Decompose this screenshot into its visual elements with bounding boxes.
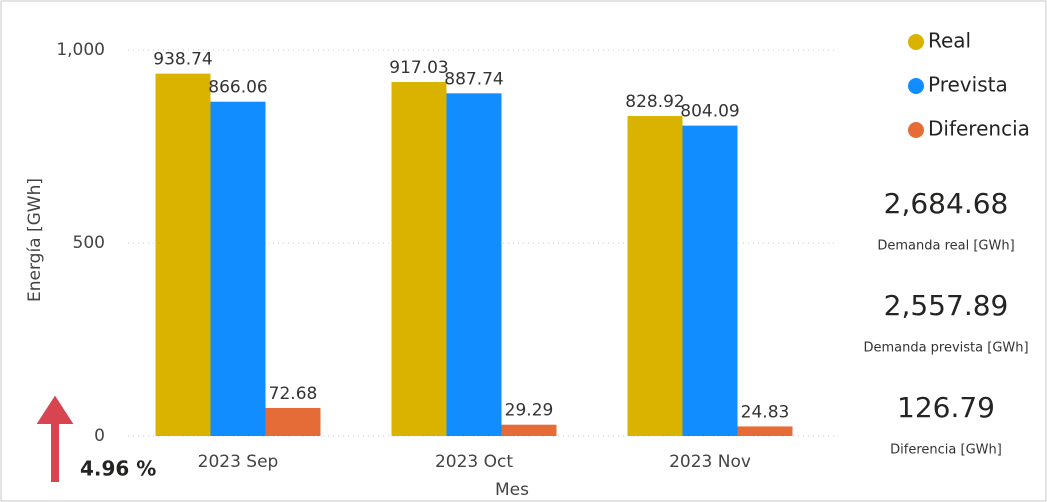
value-label: 804.09 xyxy=(680,102,739,122)
legend-label: Prevista xyxy=(928,73,1008,97)
kpi-value: 126.79 xyxy=(897,391,995,424)
legend-marker xyxy=(908,122,924,138)
bar xyxy=(682,125,738,436)
kpi-value: 2,684.68 xyxy=(884,187,1009,220)
x-tick-label: 2023 Nov xyxy=(669,452,751,472)
kpi-value: 2,557.89 xyxy=(884,289,1009,322)
x-tick-label: 2023 Sep xyxy=(198,452,279,472)
value-label: 72.68 xyxy=(269,384,318,404)
value-label: 24.83 xyxy=(741,402,790,422)
bar xyxy=(210,101,266,437)
bar xyxy=(501,424,557,436)
kpi-label: Demanda prevista [GWh] xyxy=(863,341,1028,356)
kpi-label: Diferencia [GWh] xyxy=(890,443,1002,458)
bar xyxy=(155,73,211,436)
change-value: 4.96 % xyxy=(80,457,156,481)
bar xyxy=(265,407,321,436)
legend-marker xyxy=(908,34,924,50)
value-label: 938.74 xyxy=(153,50,212,70)
y-axis-title: Energía [GWh] xyxy=(25,178,45,302)
x-tick-label: 2023 Oct xyxy=(435,452,513,472)
kpi-label: Demanda real [GWh] xyxy=(877,239,1014,254)
bar xyxy=(446,93,502,436)
legend-marker xyxy=(908,78,924,94)
bar xyxy=(391,82,447,436)
value-label: 866.06 xyxy=(208,78,267,98)
bar xyxy=(737,426,793,436)
value-label: 29.29 xyxy=(505,401,554,421)
bar xyxy=(627,116,683,437)
legend-label: Diferencia xyxy=(928,117,1030,141)
value-label: 828.92 xyxy=(625,92,684,112)
x-axis-title: Mes xyxy=(495,480,529,500)
up-arrow xyxy=(36,395,74,482)
y-tick-label: 0 xyxy=(94,426,105,446)
value-label: 917.03 xyxy=(389,58,448,78)
legend-label: Real xyxy=(928,29,971,53)
y-tick-label: 1,000 xyxy=(56,40,105,60)
y-tick-label: 500 xyxy=(73,233,105,253)
value-label: 887.74 xyxy=(444,69,503,89)
